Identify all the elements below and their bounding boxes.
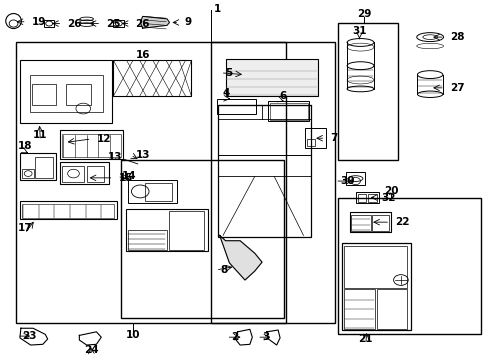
Text: 13: 13 <box>135 150 150 160</box>
Text: 27: 27 <box>450 83 464 93</box>
Bar <box>30 75 103 112</box>
Bar <box>16 42 287 323</box>
Bar <box>22 204 115 218</box>
Bar <box>368 194 376 202</box>
Text: 7: 7 <box>330 133 338 143</box>
Text: 20: 20 <box>384 186 398 197</box>
Text: 16: 16 <box>135 50 150 60</box>
Bar <box>344 289 374 329</box>
Bar <box>20 60 113 123</box>
Text: 11: 11 <box>33 130 48 140</box>
Bar <box>145 183 172 201</box>
Bar <box>269 102 309 121</box>
Text: 2: 2 <box>231 332 239 342</box>
Bar <box>66 84 91 105</box>
Bar <box>343 243 411 330</box>
Bar <box>62 166 84 182</box>
Bar <box>218 105 311 237</box>
Bar <box>128 180 177 203</box>
Polygon shape <box>220 235 262 280</box>
Bar <box>211 42 335 323</box>
Bar <box>125 208 208 251</box>
Text: 28: 28 <box>450 32 464 42</box>
Text: 3: 3 <box>262 332 270 342</box>
Text: 30: 30 <box>340 176 354 186</box>
Text: 26: 26 <box>67 18 82 28</box>
Text: 1: 1 <box>213 4 220 14</box>
Bar <box>350 212 391 232</box>
Text: 13: 13 <box>108 153 122 162</box>
Bar <box>114 19 124 27</box>
Bar <box>344 246 407 288</box>
Text: 21: 21 <box>359 334 373 343</box>
Bar <box>60 162 109 184</box>
Bar <box>128 230 167 249</box>
Text: 5: 5 <box>225 68 233 78</box>
Text: 29: 29 <box>357 9 371 19</box>
Text: 23: 23 <box>22 331 36 341</box>
Text: 18: 18 <box>18 141 32 151</box>
Bar <box>338 198 481 334</box>
Polygon shape <box>140 17 170 28</box>
Bar <box>32 84 56 105</box>
Bar <box>305 128 326 148</box>
Text: 31: 31 <box>352 26 367 36</box>
Bar <box>307 139 315 147</box>
Text: 25: 25 <box>106 18 121 28</box>
Bar <box>22 169 34 178</box>
Bar <box>87 166 104 182</box>
Bar <box>20 153 56 180</box>
Text: 22: 22 <box>395 217 410 227</box>
Bar <box>44 19 54 27</box>
Bar <box>358 194 367 202</box>
Bar <box>225 59 318 96</box>
Bar <box>114 60 192 96</box>
Bar <box>346 172 366 185</box>
Bar <box>356 192 379 203</box>
Text: 19: 19 <box>31 17 46 27</box>
Bar <box>217 99 256 114</box>
Bar <box>35 157 52 178</box>
Text: 10: 10 <box>126 330 140 341</box>
Text: 32: 32 <box>381 193 396 203</box>
Bar <box>376 289 407 329</box>
Text: 26: 26 <box>135 18 150 28</box>
Bar <box>20 202 117 219</box>
Bar <box>62 134 121 157</box>
Text: 4: 4 <box>223 88 230 98</box>
Text: 9: 9 <box>184 18 191 27</box>
Bar <box>121 160 284 318</box>
Bar <box>372 215 389 231</box>
Bar <box>338 23 398 160</box>
Bar <box>170 211 203 249</box>
Text: 6: 6 <box>279 91 287 101</box>
Text: 12: 12 <box>97 134 111 144</box>
Text: 15: 15 <box>118 173 133 183</box>
Text: 8: 8 <box>220 265 228 275</box>
Bar <box>60 130 123 158</box>
Text: 17: 17 <box>18 223 32 233</box>
Text: 14: 14 <box>122 171 137 181</box>
Bar <box>270 103 308 120</box>
Bar <box>351 215 371 231</box>
Text: 24: 24 <box>84 345 99 355</box>
